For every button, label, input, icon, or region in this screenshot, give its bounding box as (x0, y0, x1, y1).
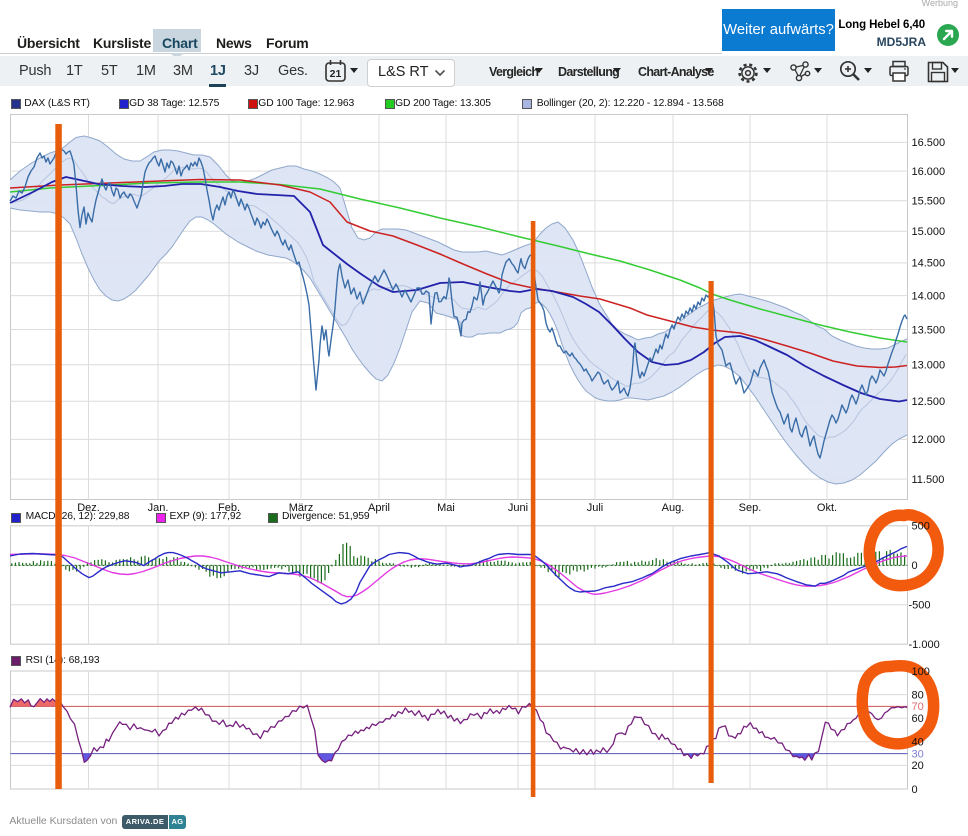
svg-text:14.500: 14.500 (912, 258, 946, 270)
svg-text:16.000: 16.000 (912, 166, 946, 178)
svg-text:20: 20 (912, 760, 924, 772)
svg-text:-500: -500 (909, 600, 931, 612)
svg-text:April: April (368, 502, 390, 514)
svg-text:Jan.: Jan. (148, 502, 169, 514)
svg-text:16.500: 16.500 (912, 137, 946, 149)
svg-text:13.000: 13.000 (912, 360, 946, 372)
svg-text:15.500: 15.500 (912, 196, 946, 208)
svg-text:100: 100 (912, 666, 930, 678)
svg-text:60: 60 (912, 713, 924, 725)
svg-text:0: 0 (912, 560, 918, 572)
svg-text:12.000: 12.000 (912, 434, 946, 446)
svg-text:500: 500 (912, 521, 930, 533)
svg-text:Juni: Juni (508, 502, 528, 514)
svg-text:21: 21 (330, 68, 342, 80)
svg-text:März: März (289, 502, 313, 514)
svg-text:13.500: 13.500 (912, 324, 946, 336)
svg-text:Mai: Mai (437, 502, 455, 514)
svg-text:Sep.: Sep. (739, 502, 762, 514)
svg-text:Aug.: Aug. (662, 502, 685, 514)
svg-text:80: 80 (912, 689, 924, 701)
svg-text:30: 30 (912, 748, 924, 760)
svg-text:Dez.: Dez. (77, 502, 100, 514)
svg-text:14.000: 14.000 (912, 290, 946, 302)
svg-text:40: 40 (912, 737, 924, 749)
svg-text:11.500: 11.500 (912, 474, 945, 486)
svg-text:15.000: 15.000 (912, 226, 946, 238)
svg-text:Okt.: Okt. (817, 502, 837, 514)
svg-text:-1.000: -1.000 (909, 639, 940, 651)
svg-text:0: 0 (912, 784, 918, 796)
svg-text:70: 70 (912, 701, 924, 713)
svg-text:12.500: 12.500 (912, 396, 946, 408)
svg-text:Juli: Juli (587, 502, 604, 514)
svg-text:Feb.: Feb. (218, 502, 240, 514)
